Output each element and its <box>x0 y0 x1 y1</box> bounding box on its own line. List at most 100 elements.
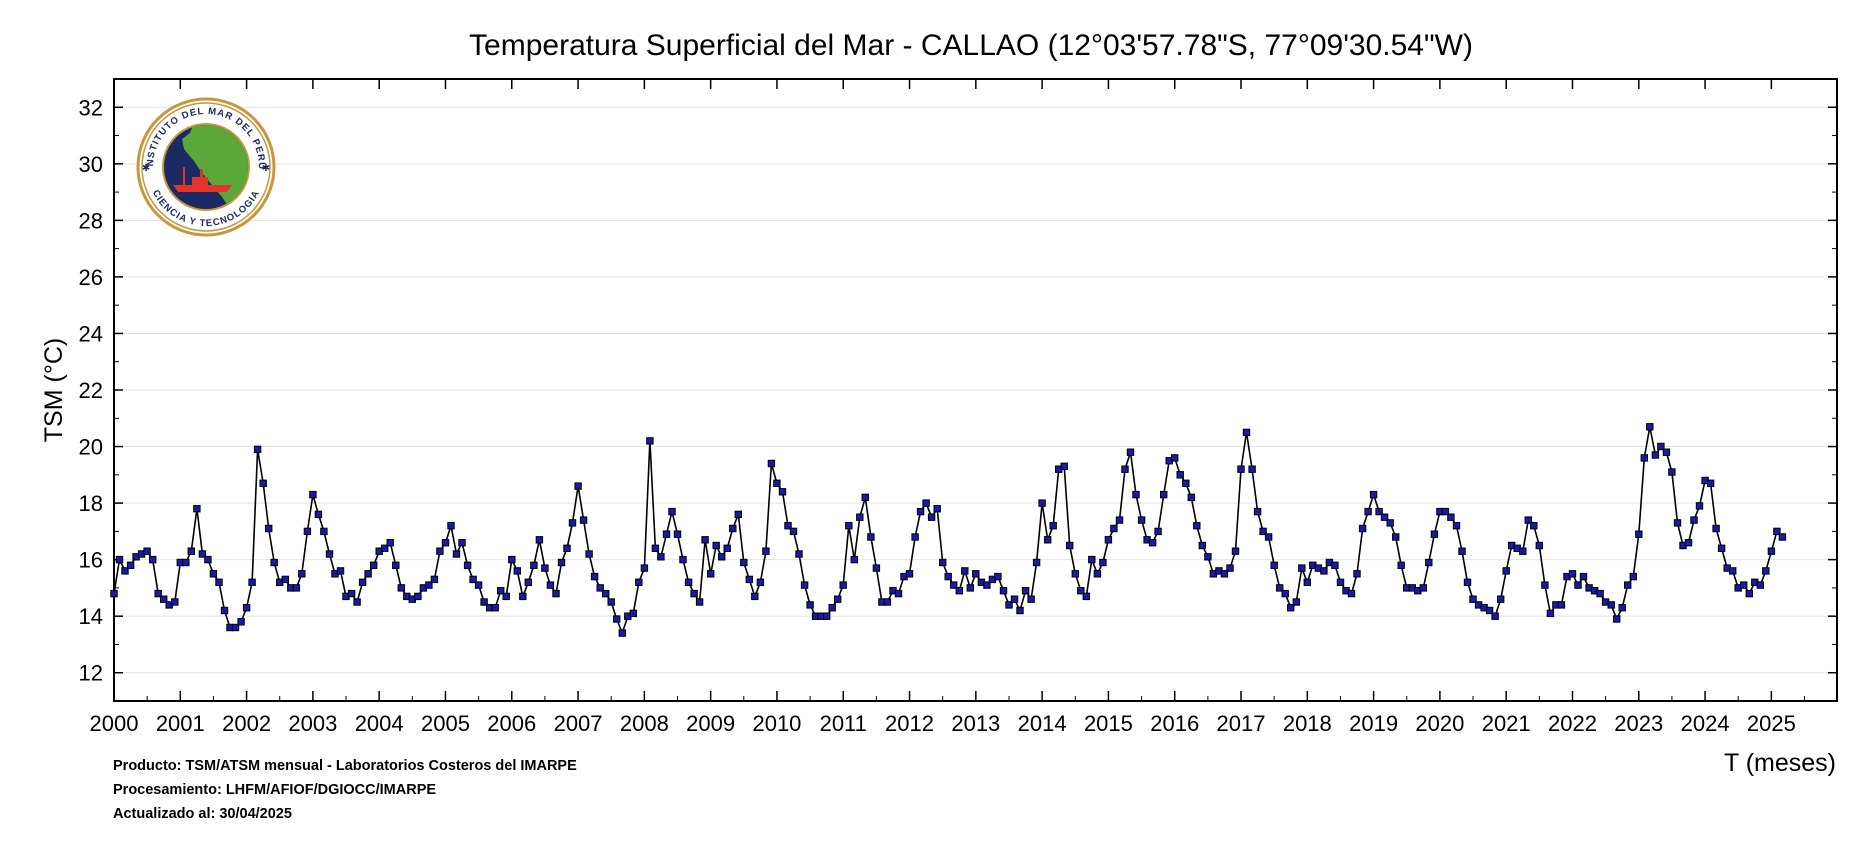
data-point <box>535 536 544 544</box>
data-point <box>1148 539 1157 547</box>
data-point <box>668 507 676 516</box>
data-point <box>1463 578 1472 586</box>
data-point <box>679 555 687 564</box>
data-point <box>690 589 698 598</box>
data-point <box>1425 558 1433 567</box>
data-point <box>1137 516 1146 524</box>
data-point <box>171 598 179 606</box>
data-point <box>452 550 461 558</box>
data-point <box>1613 615 1621 623</box>
data-point <box>1088 555 1096 564</box>
data-point <box>209 570 218 578</box>
data-point <box>751 592 759 601</box>
data-point <box>1038 499 1046 507</box>
data-point <box>1502 567 1510 575</box>
data-point <box>220 606 229 615</box>
data-point <box>1204 553 1212 561</box>
x-tick-label: 2012 <box>885 711 934 736</box>
data-point <box>1497 595 1505 603</box>
data-point <box>911 533 919 541</box>
data-point <box>1729 567 1737 575</box>
data-point <box>1237 465 1245 473</box>
data-point <box>309 490 317 499</box>
data-point <box>1491 612 1499 620</box>
data-point <box>872 564 881 572</box>
data-point <box>1651 451 1660 459</box>
data-point <box>1380 513 1389 521</box>
axis-ticks <box>113 78 1837 702</box>
data-point <box>1303 578 1311 586</box>
data-point <box>806 601 814 609</box>
data-point <box>762 547 770 555</box>
data-point <box>1762 567 1770 575</box>
data-point <box>458 539 466 547</box>
data-point <box>640 564 649 572</box>
data-point <box>712 541 720 550</box>
x-tick-label: 2007 <box>554 711 603 736</box>
data-point <box>635 578 643 586</box>
data-point <box>613 615 621 623</box>
data-point <box>325 550 334 558</box>
data-point <box>386 539 394 547</box>
data-point <box>1712 524 1720 533</box>
data-point <box>491 604 499 612</box>
data-point <box>149 555 157 564</box>
x-tick-label: 2004 <box>355 711 404 736</box>
data-point <box>1519 547 1527 555</box>
data-point <box>303 527 312 536</box>
data-point <box>839 581 847 589</box>
data-point <box>336 567 345 575</box>
data-point <box>707 570 715 578</box>
data-point <box>397 584 406 592</box>
data-point <box>795 550 803 558</box>
data-point <box>1220 570 1229 578</box>
data-point <box>1546 609 1555 618</box>
x-tick-label: 2021 <box>1482 711 1531 736</box>
data-point <box>646 437 654 445</box>
data-point <box>745 575 753 584</box>
data-point <box>1027 595 1035 603</box>
data-point <box>1005 601 1013 609</box>
data-point <box>1182 479 1190 488</box>
x-tick-label: 2025 <box>1747 711 1796 736</box>
data-point <box>1557 601 1566 609</box>
data-point <box>1668 468 1676 476</box>
x-tick-label: 2016 <box>1150 711 1199 736</box>
data-point <box>1132 490 1140 499</box>
data-point <box>1740 581 1748 589</box>
data-point <box>939 558 947 567</box>
data-point <box>1298 564 1306 572</box>
data-point <box>143 547 151 555</box>
data-point <box>198 550 207 558</box>
y-tick-label: 32 <box>79 95 103 120</box>
data-point <box>961 567 969 575</box>
data-point <box>513 567 521 575</box>
data-point <box>773 479 781 488</box>
data-point <box>1624 581 1632 589</box>
data-point <box>950 581 958 589</box>
data-point <box>574 482 582 490</box>
data-point <box>579 516 588 524</box>
data-point <box>662 530 671 538</box>
x-tick-label: 2015 <box>1084 711 1133 736</box>
data-point <box>922 499 930 507</box>
data-point <box>618 629 626 637</box>
data-point <box>1756 581 1764 589</box>
data-point <box>1126 448 1135 456</box>
data-point <box>381 544 389 552</box>
series-line <box>113 425 1783 634</box>
data-point <box>1353 570 1361 578</box>
imarpe-logo: INSTITUTO DEL MAR DEL PERU CIENCIA Y TEC… <box>136 97 276 237</box>
data-point <box>215 578 223 586</box>
data-point <box>1568 570 1577 578</box>
data-point <box>242 604 251 612</box>
data-point <box>1596 589 1604 598</box>
data-point <box>182 558 190 567</box>
data-point <box>684 578 693 586</box>
data-point <box>469 575 477 584</box>
data-point <box>364 570 372 578</box>
data-point <box>607 598 615 606</box>
x-tick-label: 2014 <box>1018 711 1067 736</box>
data-point <box>1226 564 1234 572</box>
grid-lines <box>114 106 1837 674</box>
